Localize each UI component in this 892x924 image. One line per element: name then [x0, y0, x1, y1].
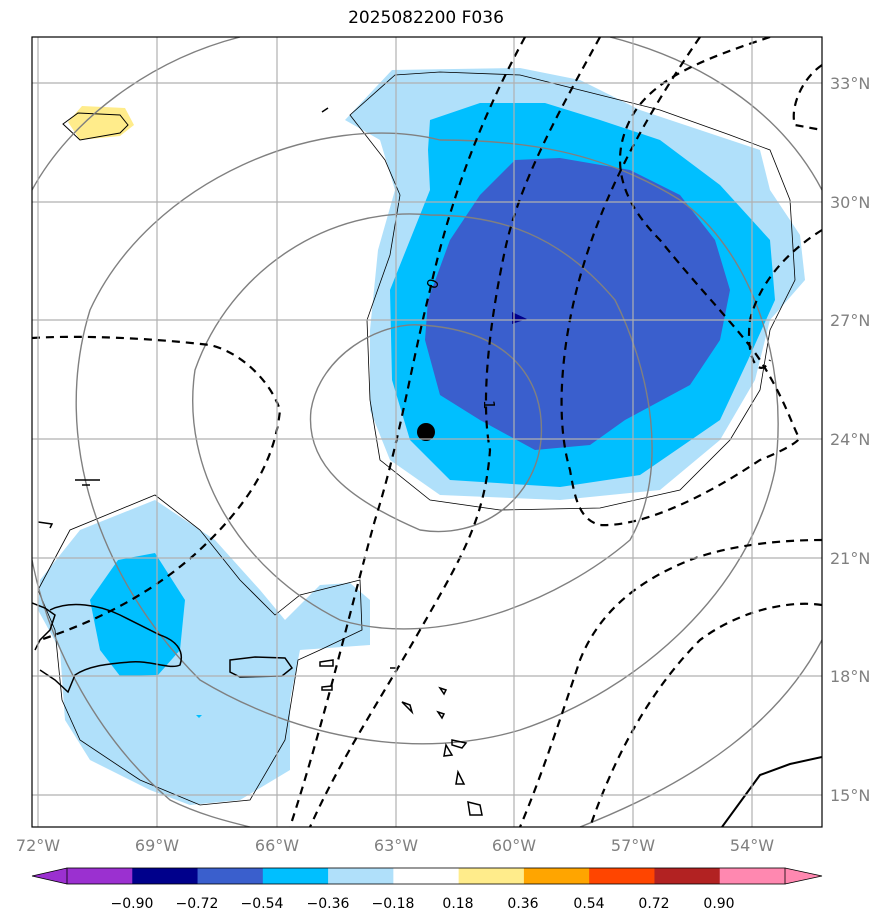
- lat-tick-labels: 33°N 30°N 27°N 24°N 21°N 18°N 15°N: [830, 74, 870, 805]
- dashed-contour-3: [618, 37, 801, 441]
- colorbar-segments: [67, 868, 786, 884]
- colorbar-segment: [132, 868, 199, 884]
- dashed-contour-2: [560, 37, 802, 527]
- colorbar-segment: [589, 868, 655, 884]
- colorbar-label: −0.54: [241, 896, 284, 912]
- storm-center-marker: [417, 423, 435, 441]
- gray-contours: [32, 37, 822, 827]
- small-islands-5: [436, 710, 446, 720]
- dashed-contour-8: [588, 602, 822, 827]
- dashed-contour-6: [32, 335, 282, 642]
- puerto-rico-coast: [229, 656, 294, 678]
- small-islands-2: [321, 685, 333, 691]
- small-islands-10: [75, 479, 100, 486]
- cyan-dot: [196, 715, 202, 718]
- dashed-contour-1: [308, 37, 601, 827]
- colorbar-segment: [719, 868, 786, 884]
- map-area: 0 1: [32, 37, 822, 827]
- map-frame: [31, 36, 823, 828]
- lat-tick-label: 21°N: [830, 549, 870, 568]
- cuba-coast: [32, 602, 56, 651]
- small-islands-9: [467, 800, 483, 816]
- gray-contour-4: [32, 37, 241, 191]
- colorbar-segment: [328, 868, 394, 884]
- gray-contour-3: [75, 132, 779, 745]
- small-islands-6: [451, 739, 468, 749]
- lon-tick-label: 57°W: [611, 836, 655, 855]
- lon-tick-label: 63°W: [374, 836, 418, 855]
- lon-tick-label: 66°W: [255, 836, 299, 855]
- colorbar-segment: [197, 868, 264, 884]
- plot-title: 2025082200 F036: [348, 8, 504, 28]
- yellow-region-outline: [62, 112, 129, 141]
- colorbar-segment: [458, 868, 525, 884]
- colorbar-label: −0.36: [307, 896, 350, 912]
- small-islands-7: [443, 742, 454, 757]
- dashed-contour-5: [792, 64, 822, 132]
- small-islands-11: [37, 521, 54, 529]
- solid-contour: [721, 756, 822, 827]
- colorbar-left-extension: [32, 868, 67, 884]
- lat-tick-label: 27°N: [830, 311, 870, 330]
- colorbar-segment: [262, 868, 329, 884]
- gridlines: [32, 37, 822, 827]
- colorbar-segment: [523, 868, 590, 884]
- lat-tick-label: 33°N: [830, 74, 870, 93]
- mid-blue-region-south: [90, 553, 185, 676]
- colorbar-label: −0.72: [176, 896, 219, 912]
- lat-tick-label: 30°N: [830, 193, 870, 212]
- colorbar-label: 0.72: [638, 896, 669, 912]
- yellow-region: [68, 106, 134, 140]
- lon-tick-label: 54°W: [730, 836, 774, 855]
- shading-outline-north: [349, 71, 796, 511]
- gray-contour-5: [609, 37, 822, 191]
- small-islands-4: [438, 686, 448, 696]
- colorbar-frame: [66, 867, 786, 885]
- colorbar-segment: [67, 868, 133, 884]
- dashed-contour-7: [518, 538, 822, 827]
- lon-tick-label: 72°W: [16, 836, 60, 855]
- lat-tick-label: 18°N: [830, 667, 870, 686]
- gray-contour-6: [579, 639, 822, 827]
- small-islands-1: [319, 659, 334, 667]
- colorbar-labels: −0.90 −0.72 −0.54 −0.36 −0.18 0.18 0.36 …: [111, 896, 735, 912]
- triangle-marker: [512, 312, 527, 324]
- colorbar-label: 0.90: [703, 896, 734, 912]
- lat-tick-label: 15°N: [830, 786, 870, 805]
- colorbar-label: 0.36: [507, 896, 538, 912]
- small-islands-12: [321, 107, 329, 113]
- colorbar-right-extension: [785, 868, 822, 884]
- lat-tick-label: 24°N: [830, 430, 870, 449]
- colorbar-extension-outline: [31, 867, 823, 885]
- small-islands-8: [455, 769, 466, 785]
- small-islands-3: [401, 701, 414, 715]
- dashed-contour-0: [288, 37, 526, 827]
- gray-contour-2: [192, 213, 653, 630]
- colorbar: −0.90 −0.72 −0.54 −0.36 −0.18 0.18 0.36 …: [31, 867, 823, 912]
- contour-label-1: 1: [480, 400, 498, 410]
- colorbar-label: −0.18: [372, 896, 415, 912]
- dashed-contours: [32, 37, 822, 827]
- lon-tick-labels: 72°W 69°W 66°W 63°W 60°W 57°W 54°W: [16, 836, 774, 855]
- shading-outline-south: [37, 494, 363, 806]
- colorbar-label: 0.54: [573, 896, 604, 912]
- lon-tick-label: 69°W: [135, 836, 179, 855]
- gray-contour-1: [309, 324, 543, 533]
- colorbar-label: 0.18: [442, 896, 473, 912]
- coastlines: [32, 107, 483, 816]
- lon-tick-label: 60°W: [492, 836, 536, 855]
- dark-blue-region: [425, 158, 730, 450]
- colorbar-segment: [393, 868, 460, 884]
- hispaniola-coast: [39, 603, 182, 694]
- colorbar-label: −0.90: [111, 896, 154, 912]
- colorbar-segment: [654, 868, 721, 884]
